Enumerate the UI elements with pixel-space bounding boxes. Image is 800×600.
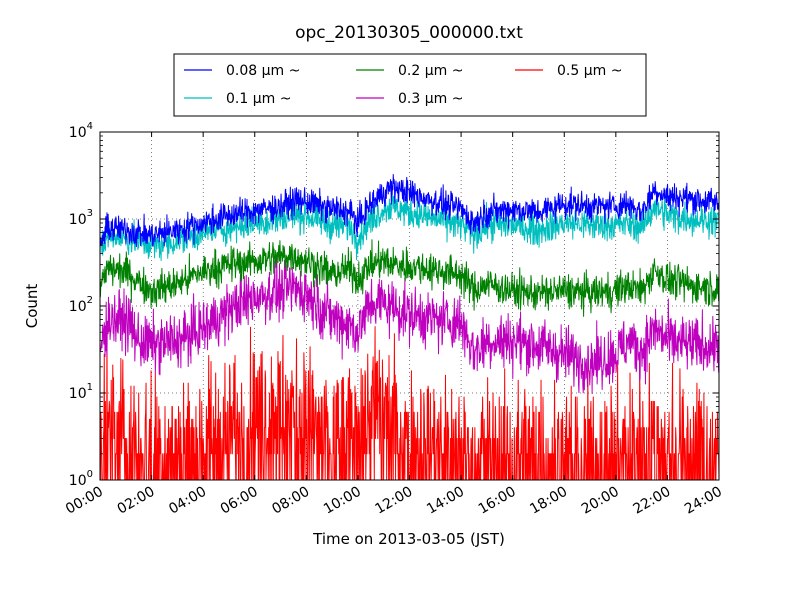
legend-label-4: 0.5 μm ~ xyxy=(557,63,622,79)
ticks xyxy=(99,131,720,481)
legend-label-3: 0.3 μm ~ xyxy=(398,91,463,107)
legend-box xyxy=(173,53,647,117)
chart-title: opc_20130305_000000.txt xyxy=(295,23,523,43)
y-tick-label: 104 xyxy=(69,121,93,141)
legend-label-1: 0.1 μm ~ xyxy=(226,91,291,107)
series-line-3 xyxy=(99,253,720,395)
y-axis-label: Count xyxy=(23,284,41,329)
legend: 0.08 μm ~ 0.1 μm ~ 0.2 μm ~ 0.3 μm ~ 0.5 μm … xyxy=(173,53,647,117)
x-axis-label: Time on 2013-03-05 (JST) xyxy=(312,530,505,548)
series-group xyxy=(99,174,720,481)
y-tick-label: 103 xyxy=(69,208,93,228)
y-tick-label: 101 xyxy=(69,382,93,402)
y-tick-label: 100 xyxy=(69,469,93,489)
series-line-2 xyxy=(99,239,720,317)
y-tick-labels: 100 101 102 103 104 xyxy=(69,121,93,489)
legend-label-2: 0.2 μm ~ xyxy=(398,63,463,79)
legend-label-0: 0.08 μm ~ xyxy=(226,63,300,79)
series-line-0 xyxy=(99,174,720,248)
y-tick-label: 102 xyxy=(69,295,93,315)
